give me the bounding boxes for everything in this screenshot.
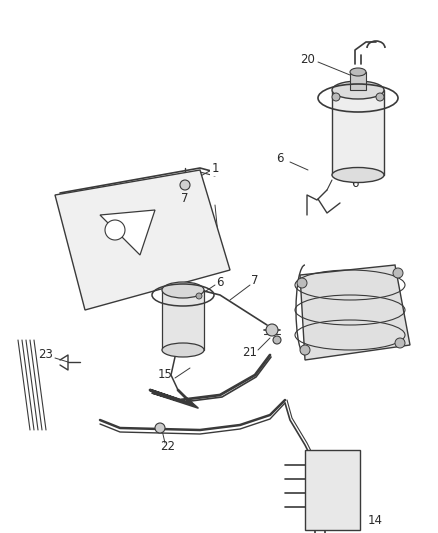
Ellipse shape: [331, 167, 383, 182]
Text: 6: 6: [216, 276, 223, 288]
Bar: [331, 90, 383, 175]
Circle shape: [297, 278, 306, 288]
Text: 21: 21: [242, 345, 257, 359]
Circle shape: [392, 268, 402, 278]
Circle shape: [331, 93, 339, 101]
Circle shape: [265, 324, 277, 336]
Circle shape: [155, 423, 165, 433]
Text: 22: 22: [160, 440, 175, 453]
Circle shape: [299, 345, 309, 355]
Text: 15: 15: [157, 368, 172, 382]
Circle shape: [272, 336, 280, 344]
Bar: [162, 290, 204, 350]
Ellipse shape: [331, 81, 383, 99]
Text: 6: 6: [350, 176, 358, 190]
Circle shape: [180, 180, 190, 190]
Circle shape: [394, 338, 404, 348]
Bar: [349, 72, 365, 90]
Text: 6: 6: [276, 151, 283, 165]
Circle shape: [195, 293, 201, 299]
Text: 7: 7: [181, 191, 188, 205]
Text: 23: 23: [39, 349, 53, 361]
Ellipse shape: [162, 343, 204, 357]
Bar: [304, 450, 359, 530]
Text: 7: 7: [112, 225, 118, 235]
Text: 20: 20: [300, 52, 315, 66]
Circle shape: [375, 93, 383, 101]
Polygon shape: [299, 265, 409, 360]
Circle shape: [105, 220, 125, 240]
Text: 1: 1: [211, 161, 218, 174]
Ellipse shape: [162, 282, 204, 298]
Polygon shape: [100, 210, 155, 255]
Text: 7: 7: [331, 120, 338, 133]
Text: 7: 7: [251, 273, 258, 287]
Text: 14: 14: [367, 513, 381, 527]
Ellipse shape: [349, 68, 365, 76]
Polygon shape: [55, 170, 230, 310]
